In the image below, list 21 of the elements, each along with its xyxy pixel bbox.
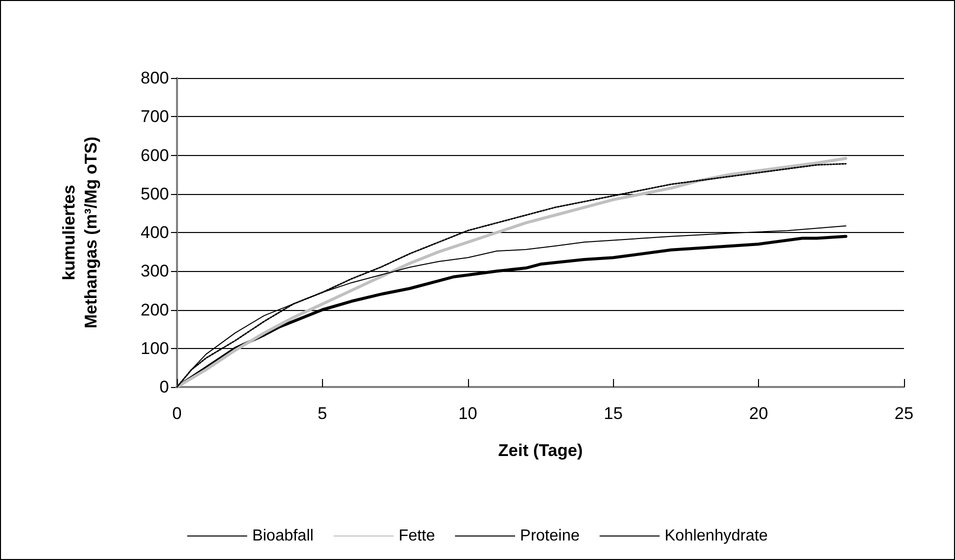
x-tick-label: 15 <box>604 404 623 423</box>
y-tick-label: 600 <box>140 146 169 165</box>
x-tick-label: 5 <box>318 404 328 423</box>
y-tick-label: 400 <box>140 223 169 242</box>
x-axis-title: Zeit (Tage) <box>498 441 583 460</box>
y-tick-label: 500 <box>140 184 169 204</box>
x-tick-label: 20 <box>749 404 768 423</box>
x-tick-label: 10 <box>458 404 478 423</box>
y-tick-label: 0 <box>160 378 169 396</box>
legend-label: Bioabfall <box>252 528 314 544</box>
y-tick-label: 800 <box>140 68 169 88</box>
x-tick-label: 0 <box>172 404 182 423</box>
y-tick-label: 100 <box>140 338 169 358</box>
y-tick-label: 700 <box>140 107 169 126</box>
legend-label: Fette <box>398 528 436 544</box>
y-tick-label: 200 <box>140 300 169 320</box>
y-axis-title: kumuliertes Methangas (m³/Mg oTS) <box>60 136 100 328</box>
legend-label: Proteine <box>520 528 580 544</box>
legend-label: Kohlenhydrate <box>664 528 768 544</box>
x-tick-label: 25 <box>894 404 914 423</box>
y-tick-label: 300 <box>140 262 169 281</box>
